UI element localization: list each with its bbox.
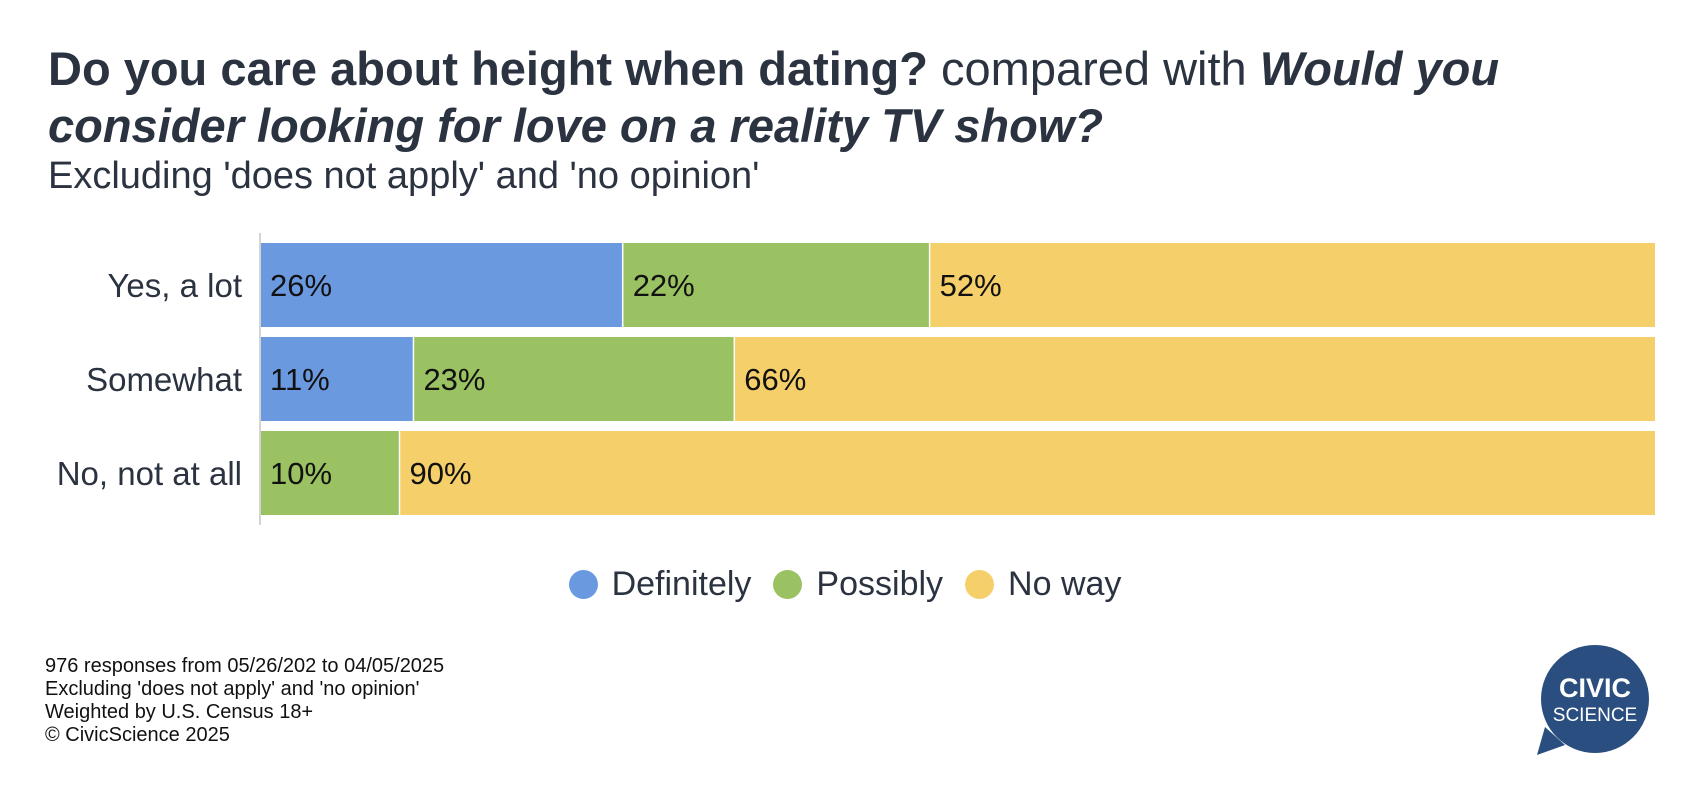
data-label: 52% [940,268,1002,303]
legend-label: Possibly [816,565,944,603]
data-label: 11% [270,362,330,397]
title-question-2: Would you consider looking for love on a… [48,42,1500,152]
title-connector: compared with [927,42,1260,95]
category-label: No, not at all [57,455,242,492]
title-question-1: Do you care about height when dating? [48,42,928,95]
footer-line: Weighted by U.S. Census 18+ [45,701,314,723]
bar-segment [734,337,1655,421]
civicscience-logo: CIVIC SCIENCE [1537,645,1649,755]
bar-segment [260,431,400,515]
bar-segment [399,431,1655,515]
data-label: 22% [633,268,695,303]
bar-segment [929,243,1655,327]
logo-text-science: SCIENCE [1553,705,1637,726]
footer-notes: 976 responses from 05/26/202 to 04/05/20… [45,655,444,747]
data-label: 10% [270,456,332,491]
data-label: 90% [410,456,472,491]
footer-line: © CivicScience 2025 [45,724,230,746]
bar-segment [622,243,930,327]
legend-swatch [773,570,803,599]
legend-item: Definitely [568,565,752,604]
category-label: Somewhat [86,361,242,398]
footer-line: Excluding 'does not apply' and 'no opini… [45,678,420,700]
bars-group: Yes, a lot 26% 22% 52% Somewhat 11% 23% 66% No, … [57,243,1655,515]
chart-title: Do you care about height when dating? co… [48,40,1648,154]
legend-item: No way [965,565,1121,604]
legend-swatch [965,570,995,599]
legend-swatch [568,570,598,599]
legend-item: Possibly [773,565,943,604]
data-label: 26% [270,268,332,303]
legend-label: No way [1008,565,1122,603]
bar-segment [260,337,414,421]
data-label: 66% [744,362,806,397]
bar-segment [413,337,735,421]
footer-line: 976 responses from 05/26/202 to 04/05/20… [45,655,445,677]
bar-segment [260,243,623,327]
data-label: 23% [423,362,485,397]
chart-subtitle: Excluding 'does not apply' and 'no opini… [48,155,760,197]
category-label: Yes, a lot [107,267,242,304]
logo-text-civic: CIVIC [1559,673,1631,703]
legend-label: Definitely [611,565,752,603]
legend: Definitely Possibly No way [0,565,1690,604]
